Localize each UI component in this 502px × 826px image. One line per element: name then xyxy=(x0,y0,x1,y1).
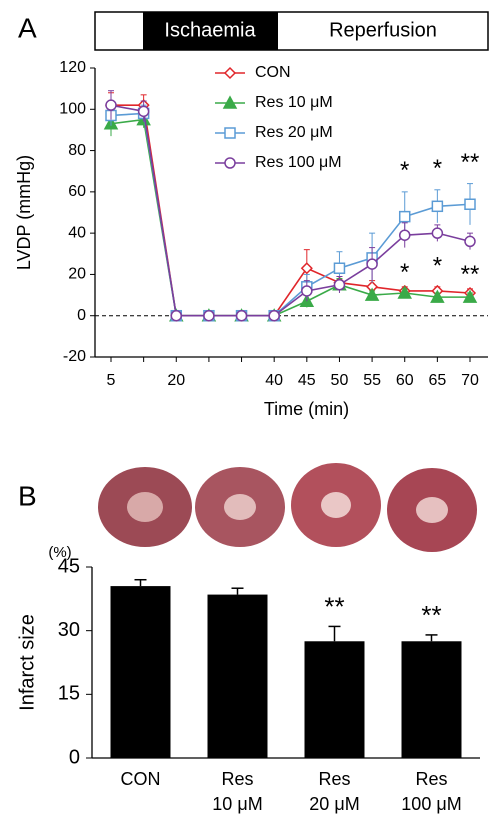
x-tick-label: 40 xyxy=(265,372,283,389)
y-tick-label: 30 xyxy=(58,619,80,641)
y-tick-label: 60 xyxy=(68,183,86,200)
point xyxy=(464,198,476,210)
reperfusion-label: Reperfusion xyxy=(329,19,437,41)
point xyxy=(333,262,346,274)
point xyxy=(333,279,346,291)
y-tick-label: 20 xyxy=(68,266,86,283)
series: Res 20 μM xyxy=(105,104,476,322)
bar xyxy=(207,594,268,758)
y-tick-label: 45 xyxy=(58,555,80,577)
point xyxy=(268,309,280,322)
y-tick-label: 0 xyxy=(69,746,80,768)
significance: ** xyxy=(461,261,480,288)
point xyxy=(366,258,378,270)
x-tick-label: 100 μM xyxy=(401,794,461,814)
y-tick-label: 120 xyxy=(59,59,86,76)
significance: * xyxy=(400,259,409,286)
x-tick-label: Res xyxy=(318,769,350,789)
x-tick-label: 55 xyxy=(363,372,381,389)
significance: ** xyxy=(461,149,480,176)
legend-marker xyxy=(224,157,236,169)
point xyxy=(300,262,313,275)
panel-label: B xyxy=(18,480,37,511)
point xyxy=(364,287,380,301)
legend-label: CON xyxy=(255,64,291,81)
y-tick-label: 15 xyxy=(58,683,80,705)
x-tick-label: 20 xyxy=(167,372,185,389)
ischaemia-label: Ischaemia xyxy=(164,19,256,41)
x-tick-label: CON xyxy=(121,769,161,789)
panel-label: A xyxy=(18,12,37,43)
y-tick-label: 80 xyxy=(68,142,86,159)
legend-label: Res 100 μM xyxy=(255,154,342,171)
point xyxy=(462,289,478,303)
point xyxy=(301,285,313,297)
bar xyxy=(304,641,365,758)
y-tick-label: 100 xyxy=(59,101,86,118)
x-tick-label: Res xyxy=(415,769,447,789)
heart-lumen xyxy=(321,492,351,518)
y-unit: (%) xyxy=(48,544,71,561)
x-axis-title: Time (min) xyxy=(264,399,349,419)
point xyxy=(137,105,150,118)
point xyxy=(464,235,476,248)
y-axis-title: Infarct size xyxy=(16,614,38,711)
significance: ** xyxy=(421,600,441,630)
heart-lumen xyxy=(224,494,256,520)
bar xyxy=(401,641,462,758)
legend-label: Res 10 μM xyxy=(255,94,333,111)
x-tick-label: 70 xyxy=(461,372,479,389)
x-tick-label: 10 μM xyxy=(212,794,262,814)
heart-photos xyxy=(98,463,477,552)
x-tick-label: 20 μM xyxy=(309,794,359,814)
series-line xyxy=(110,118,470,317)
x-tick-label: 50 xyxy=(331,372,349,389)
significance: * xyxy=(433,253,442,280)
legend-marker xyxy=(222,95,238,109)
point xyxy=(398,210,411,223)
y-axis-title: LVDP (mmHg) xyxy=(14,155,34,270)
significance: * xyxy=(433,155,442,182)
ischaemia-block xyxy=(143,12,278,50)
series-line xyxy=(110,112,471,317)
significance: ** xyxy=(324,591,344,621)
y-tick-label: 40 xyxy=(68,224,86,241)
x-tick-label: 60 xyxy=(396,372,414,389)
heart-lumen xyxy=(416,497,448,523)
bar xyxy=(110,586,171,758)
point xyxy=(170,309,183,322)
point xyxy=(397,285,412,299)
significance: * xyxy=(400,157,409,184)
legend-marker xyxy=(224,127,236,139)
point xyxy=(398,229,411,241)
x-tick-label: 5 xyxy=(107,372,116,389)
point xyxy=(105,99,117,111)
point xyxy=(235,309,248,322)
y-tick-label: 0 xyxy=(77,307,86,324)
x-tick-label: Res xyxy=(221,769,253,789)
heart-lumen xyxy=(127,492,163,522)
legend-marker xyxy=(223,66,237,80)
point xyxy=(430,289,445,303)
series: Res 100 μM xyxy=(105,90,476,322)
point xyxy=(431,200,444,213)
y-tick-label: -20 xyxy=(63,348,86,365)
point xyxy=(431,227,444,239)
x-tick-label: 65 xyxy=(428,372,446,389)
legend-label: Res 20 μM xyxy=(255,124,333,141)
point xyxy=(203,309,215,322)
x-tick-label: 45 xyxy=(298,372,316,389)
